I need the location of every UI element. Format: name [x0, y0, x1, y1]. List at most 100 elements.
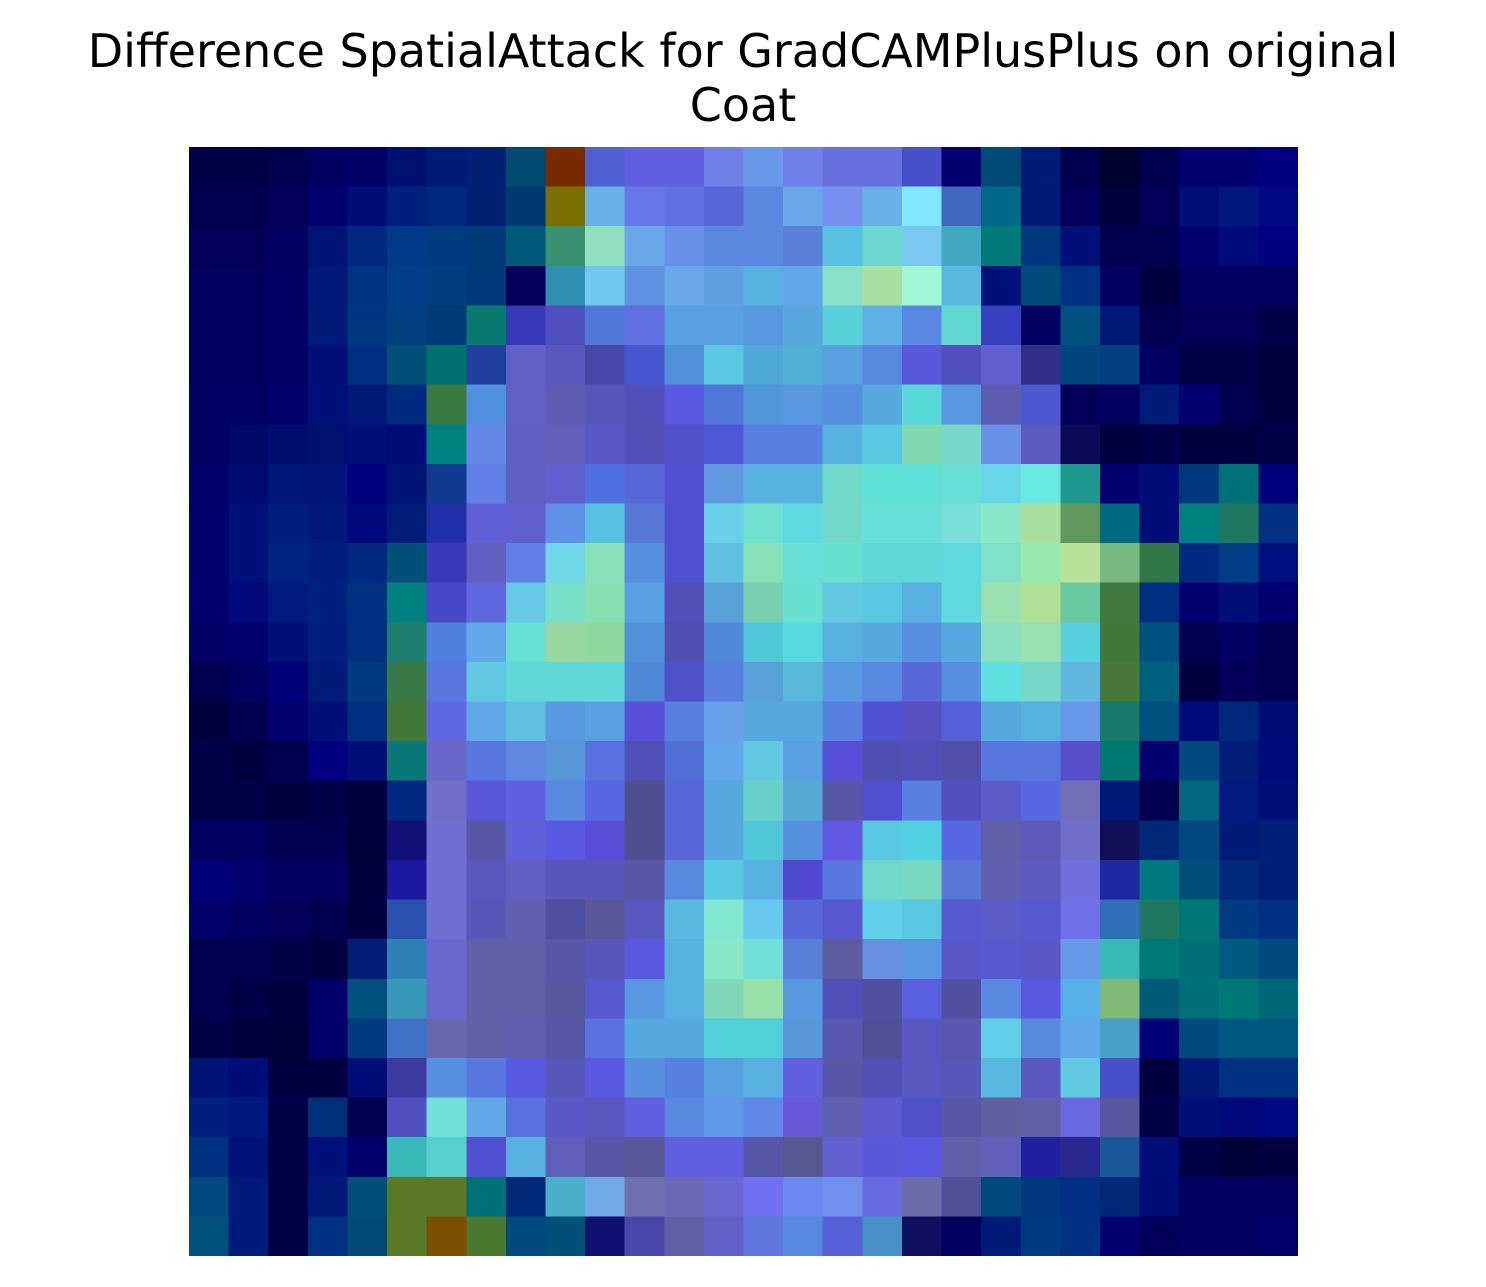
- heatmap-cell: [1139, 582, 1180, 624]
- heatmap-cell: [189, 305, 230, 346]
- heatmap-cell: [1179, 582, 1220, 624]
- heatmap-cell: [783, 265, 824, 307]
- heatmap-cell: [941, 384, 982, 426]
- heatmap-cell: [703, 780, 745, 822]
- heatmap-cell: [268, 1057, 309, 1099]
- heatmap-cell: [1060, 1097, 1101, 1138]
- heatmap-cell: [901, 345, 943, 386]
- heatmap-cell: [585, 701, 626, 742]
- heatmap-cell: [268, 701, 309, 742]
- heatmap-cell: [505, 622, 547, 663]
- heatmap-cell: [347, 622, 388, 663]
- heatmap-cell: [862, 661, 903, 703]
- heatmap-cell: [387, 859, 428, 901]
- heatmap-cell: [1258, 899, 1298, 940]
- heatmap-cell: [1258, 226, 1298, 267]
- heatmap-cell: [307, 305, 349, 346]
- heatmap-cell: [1060, 226, 1101, 267]
- heatmap-cell: [1020, 265, 1062, 307]
- heatmap-cell: [466, 820, 507, 861]
- heatmap-cell: [347, 741, 388, 782]
- heatmap-cell: [545, 147, 586, 188]
- heatmap-cell: [743, 543, 784, 584]
- heatmap-cell: [664, 265, 705, 307]
- heatmap-cell: [1258, 503, 1298, 544]
- heatmap-cell: [228, 820, 270, 861]
- heatmap-cell: [783, 582, 824, 624]
- heatmap-cell: [862, 899, 903, 940]
- heatmap-cell: [387, 226, 428, 267]
- heatmap-cell: [624, 701, 666, 742]
- heatmap-cell: [1179, 503, 1220, 544]
- heatmap-cell: [941, 503, 982, 544]
- heatmap-cell: [545, 741, 586, 782]
- heatmap-cell: [1020, 859, 1062, 901]
- heatmap-cell: [901, 978, 943, 1020]
- heatmap-cell: [981, 147, 1022, 188]
- heatmap-cell: [1258, 265, 1298, 307]
- heatmap-cell: [307, 582, 349, 624]
- heatmap-cell: [189, 543, 230, 584]
- heatmap-cell: [1179, 265, 1220, 307]
- heatmap-cell: [1179, 701, 1220, 742]
- heatmap-cell: [1099, 147, 1141, 188]
- heatmap-cell: [743, 899, 784, 940]
- heatmap-cell: [1020, 1137, 1062, 1178]
- heatmap-cell: [268, 543, 309, 584]
- heatmap-cell: [189, 1018, 230, 1059]
- heatmap-cell: [347, 345, 388, 386]
- heatmap-cell: [664, 859, 705, 901]
- heatmap-cell: [189, 939, 230, 980]
- heatmap-cell: [862, 1097, 903, 1138]
- heatmap-cell: [307, 543, 349, 584]
- heatmap-cell: [783, 820, 824, 861]
- heatmap-cell: [228, 503, 270, 544]
- heatmap-cell: [624, 978, 666, 1020]
- heatmap-cell: [1099, 1176, 1141, 1218]
- heatmap-cell: [783, 1176, 824, 1218]
- heatmap-cell: [1099, 859, 1141, 901]
- heatmap-cell: [228, 1137, 270, 1178]
- heatmap-cell: [585, 1216, 626, 1256]
- heatmap-cell: [307, 226, 349, 267]
- heatmap-cell: [1020, 701, 1062, 742]
- heatmap-cell: [783, 384, 824, 426]
- heatmap-cell: [703, 741, 745, 782]
- heatmap-cell: [981, 741, 1022, 782]
- heatmap-cell: [1258, 1057, 1298, 1099]
- heatmap-cell: [1139, 543, 1180, 584]
- heatmap-cell: [1218, 978, 1260, 1020]
- heatmap-cell: [664, 780, 705, 822]
- heatmap-cell: [426, 978, 468, 1020]
- heatmap-cell: [268, 978, 309, 1020]
- heatmap-cell: [307, 820, 349, 861]
- heatmap-cell: [783, 424, 824, 465]
- heatmap-cell: [1218, 147, 1260, 188]
- heatmap-cell: [743, 820, 784, 861]
- heatmap-cell: [545, 859, 586, 901]
- heatmap-cell: [1258, 859, 1298, 901]
- heatmap-cell: [268, 1176, 309, 1218]
- heatmap-cell: [981, 859, 1022, 901]
- heatmap-cell: [1099, 741, 1141, 782]
- heatmap-cell: [505, 543, 547, 584]
- heatmap-cell: [703, 147, 745, 188]
- heatmap-cell: [664, 1216, 705, 1256]
- heatmap-cell: [347, 1137, 388, 1178]
- heatmap-cell: [426, 424, 468, 465]
- heatmap-cell: [901, 1216, 943, 1256]
- heatmap-cell: [426, 265, 468, 307]
- heatmap-cell: [941, 305, 982, 346]
- heatmap-cell: [1139, 701, 1180, 742]
- heatmap-cell: [1060, 1216, 1101, 1256]
- heatmap-cell: [1099, 1018, 1141, 1059]
- heatmap-cell: [307, 463, 349, 505]
- figure-title: Difference SpatialAttack for GradCAMPlus…: [0, 24, 1486, 132]
- heatmap-cell: [862, 1018, 903, 1059]
- heatmap-cell: [664, 345, 705, 386]
- heatmap-cell: [901, 741, 943, 782]
- heatmap-cell: [1099, 622, 1141, 663]
- heatmap-cell: [347, 1097, 388, 1138]
- heatmap-cell: [703, 345, 745, 386]
- heatmap-cell: [545, 820, 586, 861]
